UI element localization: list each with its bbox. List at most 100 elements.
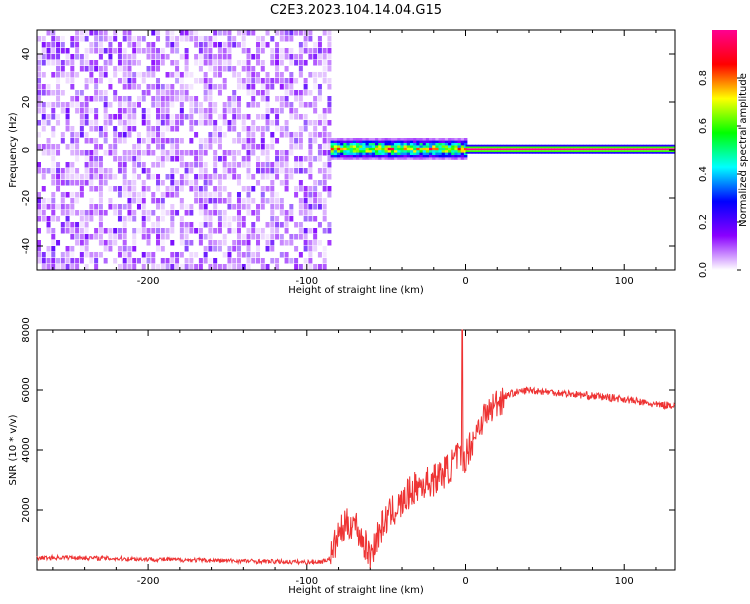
heatmap-cell [203, 54, 208, 60]
heatmap-cell [563, 150, 568, 153]
heatmap-cell [198, 54, 203, 60]
heatmap-cell [156, 240, 161, 246]
heatmap-cell [570, 146, 574, 149]
heatmap-cell [117, 264, 122, 270]
heatmap-cell [275, 228, 280, 234]
heatmap-cell [141, 120, 146, 126]
heatmap-cell [37, 54, 41, 60]
heatmap-cell [327, 240, 332, 246]
heatmap-cell [621, 146, 625, 149]
heatmap-cell [303, 228, 308, 234]
heatmap-cell [60, 132, 65, 138]
heatmap-cell [241, 84, 246, 90]
heatmap-cell [605, 151, 609, 154]
heatmap-cell [165, 96, 170, 102]
heatmap-cell [94, 126, 99, 132]
heatmap-cell [203, 120, 208, 126]
heatmap-cell [394, 154, 398, 158]
heatmap-cell [308, 246, 313, 252]
heatmap-cell [132, 198, 137, 204]
heatmap-cell [189, 252, 194, 258]
heatmap-cell [127, 210, 132, 216]
heatmap-cell [136, 36, 141, 42]
heatmap-cell [346, 145, 350, 148]
heatmap-cell [227, 60, 232, 66]
heatmap-cell [403, 154, 408, 158]
heatmap-cell [313, 54, 318, 60]
heatmap-cell [84, 120, 89, 126]
heatmap-cell [75, 144, 80, 150]
colorbar-tick-label: 0.4 [698, 166, 709, 182]
heatmap-cell [141, 198, 146, 204]
heatmap-cell [170, 84, 175, 90]
heatmap-cell [84, 228, 89, 234]
heatmap-cell [189, 72, 194, 78]
heatmap-cell [457, 138, 462, 141]
heatmap-cell [198, 66, 203, 72]
heatmap-cell [94, 204, 99, 210]
heatmap-cell [308, 30, 313, 36]
heatmap-cell [560, 146, 565, 149]
heatmap-cell [217, 174, 222, 180]
heatmap-cell [194, 96, 199, 102]
heatmap-cell [56, 144, 61, 150]
heatmap-cell [605, 144, 609, 147]
heatmap-cell [89, 198, 94, 204]
heatmap-cell [279, 102, 284, 108]
heatmap-cell [322, 228, 327, 234]
heatmap-cell [413, 145, 417, 148]
heatmap-cell [151, 60, 156, 66]
heatmap-cell [251, 72, 256, 78]
heatmap-cell [51, 54, 56, 60]
heatmap-cell [51, 204, 56, 210]
heatmap-cell [146, 48, 151, 54]
heatmap-cell [313, 108, 318, 114]
heatmap-cell [98, 168, 103, 174]
heatmap-cell [217, 54, 222, 60]
heatmap-cell [330, 147, 335, 151]
heatmap-cell [343, 147, 347, 151]
heatmap-cell [294, 60, 299, 66]
heatmap-cell [429, 142, 433, 146]
heatmap-cell [327, 84, 332, 90]
heatmap-cell [108, 54, 113, 60]
heatmap-cell [432, 138, 436, 141]
heatmap-cell [89, 126, 94, 132]
heatmap-cell [487, 144, 492, 147]
heatmap-cell [70, 198, 75, 204]
heatmap-cell [165, 174, 170, 180]
heatmap-cell [322, 66, 327, 72]
heatmap-cell [208, 66, 213, 72]
heatmap-cell [636, 150, 641, 153]
heatmap-cell [322, 150, 327, 156]
heatmap-cell [275, 198, 280, 204]
heatmap-cell [463, 154, 468, 158]
heatmap-cell [160, 234, 165, 240]
heatmap-cell [640, 146, 644, 149]
heatmap-cell [294, 114, 299, 120]
heatmap-cell [203, 234, 208, 240]
heatmap-cell [541, 148, 546, 151]
heatmap-cell [203, 174, 208, 180]
heatmap-cell [394, 150, 398, 153]
heatmap-cell [260, 198, 265, 204]
heatmap-cell [222, 174, 227, 180]
heatmap-cell [213, 126, 218, 132]
heatmap-cell [494, 146, 498, 149]
heatmap-cell [506, 150, 511, 153]
heatmap-cell [322, 204, 327, 210]
heatmap-cell [65, 144, 70, 150]
heatmap-cell [365, 152, 370, 155]
heatmap-cell [98, 42, 103, 48]
heatmap-cell [108, 168, 113, 174]
heatmap-cell [217, 48, 222, 54]
heatmap-cell [336, 152, 341, 155]
heatmap-cell [327, 78, 332, 84]
heatmap-cell [113, 258, 118, 264]
heatmap-cell [519, 151, 523, 154]
heatmap-cell [232, 96, 237, 102]
heatmap-cell [232, 156, 237, 162]
heatmap-cell [175, 78, 180, 84]
heatmap-cell [265, 78, 270, 84]
heatmap-cell [352, 147, 357, 151]
